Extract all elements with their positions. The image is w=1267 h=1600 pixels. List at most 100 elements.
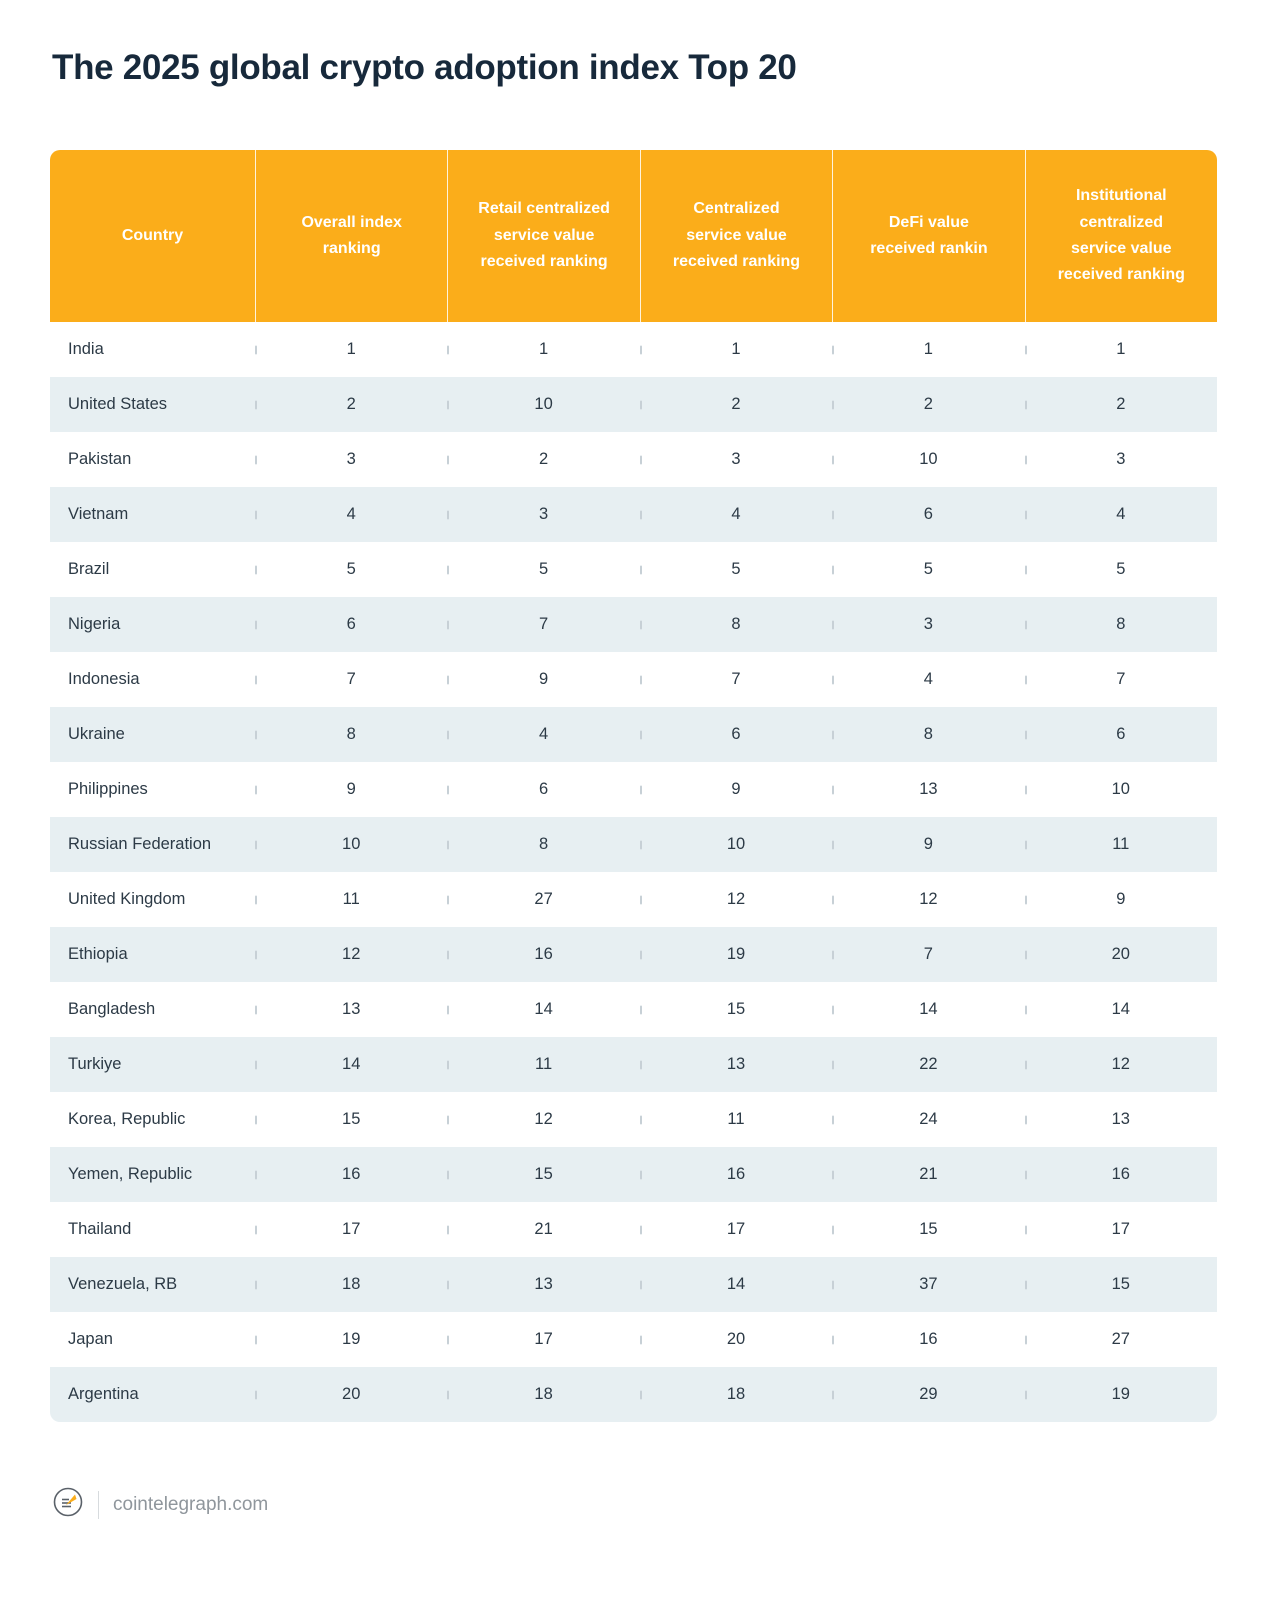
rank-cell: 19 <box>255 1312 447 1367</box>
rank-value: 16 <box>342 1165 361 1183</box>
tick-divider <box>832 1335 835 1344</box>
country-cell: Brazil <box>68 560 110 578</box>
rank-value: 8 <box>346 725 356 743</box>
country-cell: Argentina <box>68 1385 139 1403</box>
rank-value: 17 <box>726 1220 746 1238</box>
table-row: India 1 1 1 1 1 <box>50 322 1217 377</box>
rank-value: 6 <box>346 615 356 633</box>
tick-divider <box>639 840 642 849</box>
tick-divider <box>832 1225 835 1234</box>
rank-cell: 17 <box>1024 1202 1217 1257</box>
rank-value: 29 <box>919 1385 938 1403</box>
tick-divider <box>1024 730 1027 739</box>
tick-divider <box>255 1005 257 1014</box>
country-cell: India <box>68 340 104 358</box>
rank-value: 10 <box>534 395 553 413</box>
tick-divider <box>832 675 835 684</box>
tick-divider <box>1024 840 1027 849</box>
rank-cell: 9 <box>832 817 1024 872</box>
rank-value: 17 <box>534 1330 553 1348</box>
rank-cell: 18 <box>639 1367 832 1422</box>
rank-value: 12 <box>534 1110 553 1128</box>
rank-cell: 4 <box>832 652 1024 707</box>
rank-value: 7 <box>1116 670 1126 688</box>
tick-divider <box>447 1390 450 1399</box>
tick-divider <box>255 455 257 464</box>
rank-value: 13 <box>919 780 938 798</box>
tick-divider <box>832 1390 835 1399</box>
rank-cell: 3 <box>832 597 1024 652</box>
rank-cell: 1 <box>1024 322 1217 377</box>
tick-divider <box>832 1170 835 1179</box>
country-cell: Indonesia <box>68 670 140 688</box>
rank-value: 3 <box>346 450 356 468</box>
rank-value: 20 <box>726 1330 746 1348</box>
tick-divider <box>255 565 257 574</box>
tick-divider <box>447 1115 450 1124</box>
tick-divider <box>832 1115 835 1124</box>
rank-cell: 7 <box>255 652 447 707</box>
country-cell: Bangladesh <box>68 1000 156 1018</box>
rank-value: 1 <box>923 340 933 358</box>
rank-cell: 16 <box>447 927 639 982</box>
rank-cell: 16 <box>639 1147 832 1202</box>
tick-divider <box>832 785 835 794</box>
rank-cell: 2 <box>255 377 447 432</box>
rank-cell: 12 <box>255 927 447 982</box>
column-header-defi: DeFi value received rankin <box>832 150 1024 322</box>
rank-value: 15 <box>342 1110 361 1128</box>
tick-divider <box>639 455 642 464</box>
rank-value: 14 <box>534 1000 553 1018</box>
tick-divider <box>1024 950 1027 959</box>
rank-cell: 19 <box>639 927 832 982</box>
tick-divider <box>1024 785 1027 794</box>
rank-cell: 15 <box>639 982 832 1037</box>
rank-value: 12 <box>726 890 746 908</box>
tick-divider <box>1024 510 1027 519</box>
rank-cell: 11 <box>255 872 447 927</box>
rank-cell: 27 <box>1024 1312 1217 1367</box>
tick-divider <box>639 1005 642 1014</box>
rank-cell: 4 <box>639 487 832 542</box>
table-row: Argentina 20 18 18 29 19 <box>50 1367 1217 1422</box>
rank-cell: 15 <box>255 1092 447 1147</box>
tick-divider <box>639 895 642 904</box>
tick-divider <box>1024 1005 1027 1014</box>
country-cell: United Kingdom <box>68 890 186 908</box>
rank-cell: 2 <box>832 377 1024 432</box>
rank-cell: 20 <box>255 1367 447 1422</box>
rank-cell: 16 <box>832 1312 1024 1367</box>
country-cell: Ukraine <box>68 725 125 743</box>
rank-value: 7 <box>923 945 933 963</box>
rank-value: 17 <box>1111 1220 1130 1238</box>
rank-cell: 13 <box>639 1037 832 1092</box>
rank-value: 7 <box>539 615 549 633</box>
rank-cell: 29 <box>832 1367 1024 1422</box>
tick-divider <box>255 785 257 794</box>
rank-cell: 27 <box>447 872 639 927</box>
rank-value: 9 <box>923 835 933 853</box>
rank-value: 1 <box>731 340 741 358</box>
table-row: Thailand 17 21 17 15 17 <box>50 1202 1217 1257</box>
tick-divider <box>447 400 450 409</box>
rank-value: 21 <box>919 1165 938 1183</box>
rank-value: 16 <box>726 1165 746 1183</box>
rank-value: 17 <box>342 1220 361 1238</box>
rank-cell: 5 <box>1024 542 1217 597</box>
tick-divider <box>447 1005 450 1014</box>
rank-cell: 14 <box>447 982 639 1037</box>
rank-cell: 10 <box>447 377 639 432</box>
rank-value: 8 <box>731 615 741 633</box>
rank-cell: 5 <box>255 542 447 597</box>
rank-value: 5 <box>346 560 356 578</box>
country-cell: Ethiopia <box>68 945 128 963</box>
rank-cell: 10 <box>1024 762 1217 817</box>
tick-divider <box>832 345 835 354</box>
tick-divider <box>639 785 642 794</box>
rank-cell: 16 <box>255 1147 447 1202</box>
rank-value: 12 <box>919 890 938 908</box>
rank-cell: 7 <box>1024 652 1217 707</box>
tick-divider <box>639 1170 642 1179</box>
tick-divider <box>639 1225 642 1234</box>
table-row: Philippines 9 6 9 13 10 <box>50 762 1217 817</box>
